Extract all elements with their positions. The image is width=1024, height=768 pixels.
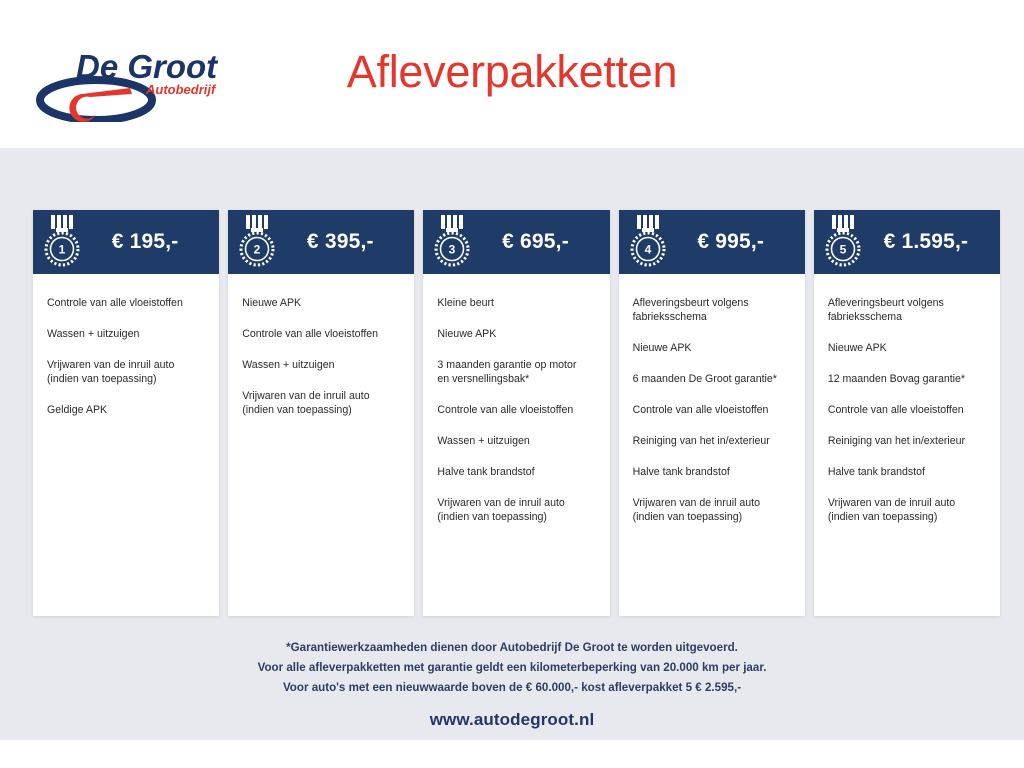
feature-item: Halve tank brandstof <box>827 466 925 478</box>
package-price-4: € 995,- <box>697 230 765 253</box>
package-header-2: 2 € 395,- <box>228 210 415 274</box>
medal-rank-1: 1 <box>59 243 66 257</box>
package-price-5: € 1.595,- <box>883 230 969 253</box>
footnote-line-3: Voor auto's met een nieuwwaarde boven de… <box>282 681 742 694</box>
footnote-line-1: *Garantiewerkzaamheden dienen door Autob… <box>286 641 738 654</box>
svg-text:Autobedrijf: Autobedrijf <box>145 82 217 97</box>
package-header-4: 4 € 995,- <box>618 210 805 274</box>
feature-item: Afleveringsbeurt volgens fabrieksschema <box>827 297 944 323</box>
medal-icon: 2 <box>238 213 276 269</box>
website-url[interactable]: www.autodegroot.nl <box>429 710 595 729</box>
medal-icon: 3 <box>433 213 471 269</box>
feature-item: Controle van alle vloeistoffen <box>242 328 379 340</box>
feature-item: 12 maanden Bovag garantie* <box>827 373 966 385</box>
footnote-line-2: Voor alle afleverpakketten met garantie … <box>257 661 767 674</box>
feature-item: Vrijwaren van de inruil auto (indien van… <box>437 497 565 523</box>
medal-rank-3: 3 <box>449 243 456 257</box>
feature-item: Vrijwaren van de inruil auto (indien van… <box>47 359 175 385</box>
feature-item: Kleine beurt <box>437 297 494 309</box>
package-card-4[interactable]: 4 € 995,- Afleveringsbeurt volgens fabri… <box>618 210 805 616</box>
medal-rank-4: 4 <box>644 243 651 257</box>
medal-icon: 5 <box>824 213 862 269</box>
package-card-5[interactable]: 5 € 1.595,- Afleveringsbeurt volgens fab… <box>813 210 1001 616</box>
feature-item: 6 maanden De Groot garantie* <box>632 373 777 385</box>
feature-item: Nieuwe APK <box>242 297 302 309</box>
package-card-2[interactable]: 2 € 395,- Nieuwe APK Controle van alle v… <box>228 210 415 616</box>
package-header-5: 5 € 1.595,- <box>813 210 1001 274</box>
package-card-1[interactable]: 1 € 195,- Controle van alle vloeistoffen… <box>33 210 220 616</box>
medal-rank-2: 2 <box>254 243 261 257</box>
de-groot-logo-icon: De Groot Autobedrijf <box>36 48 219 122</box>
package-header-3: 3 € 695,- <box>423 210 610 274</box>
feature-item: 3 maanden garantie op motor en versnelli… <box>437 359 577 385</box>
feature-item: Reiniging van het in/exterieur <box>632 435 770 447</box>
header-band: De Groot Autobedrijf Afleverpakketten <box>0 0 1024 148</box>
medal-rank-5: 5 <box>839 243 846 257</box>
package-features-5: Afleveringsbeurt volgens fabrieksschema … <box>814 274 1000 616</box>
feature-item: Nieuwe APK <box>632 342 692 354</box>
package-features-4: Afleveringsbeurt volgens fabrieksschema … <box>619 274 805 616</box>
feature-item: Halve tank brandstof <box>632 466 730 478</box>
svg-text:De Groot: De Groot <box>76 48 219 85</box>
package-card-3[interactable]: 3 € 695,- Kleine beurt Nieuwe APK 3 maan… <box>423 210 610 616</box>
feature-item: Nieuwe APK <box>437 328 497 340</box>
feature-item: Wassen + uitzuigen <box>47 328 140 340</box>
feature-item: Controle van alle vloeistoffen <box>47 297 183 309</box>
bottom-white-strip <box>0 740 1024 768</box>
feature-item: Vrijwaren van de inruil auto (indien van… <box>242 390 370 416</box>
feature-item: Controle van alle vloeistoffen <box>827 404 964 416</box>
package-features-3: Kleine beurt Nieuwe APK 3 maanden garant… <box>423 274 609 616</box>
package-features-1: Controle van alle vloeistoffen Wassen + … <box>33 274 219 616</box>
feature-item: Nieuwe APK <box>827 342 887 354</box>
package-features-2: Nieuwe APK Controle van alle vloeistoffe… <box>228 274 414 616</box>
feature-item: Wassen + uitzuigen <box>242 359 335 371</box>
feature-item: Geldige APK <box>47 404 108 416</box>
feature-item: Vrijwaren van de inruil auto (indien van… <box>632 497 760 523</box>
feature-item: Afleveringsbeurt volgens fabrieksschema <box>632 297 749 323</box>
page-title: Afleverpakketten <box>346 46 678 97</box>
company-logo: De Groot Autobedrijf <box>34 44 264 122</box>
medal-icon: 1 <box>43 213 81 269</box>
package-cards: 1 € 195,- Controle van alle vloeistoffen… <box>33 210 1001 616</box>
package-price-2: € 395,- <box>306 230 374 253</box>
package-price-1: € 195,- <box>111 230 179 253</box>
feature-item: Vrijwaren van de inruil auto (indien van… <box>827 497 956 523</box>
package-price-3: € 695,- <box>502 230 569 253</box>
feature-item: Controle van alle vloeistoffen <box>632 404 769 416</box>
feature-item: Halve tank brandstof <box>437 466 535 478</box>
feature-item: Reiniging van het in/exterieur <box>827 435 966 447</box>
package-header-1: 1 € 195,- <box>33 210 220 274</box>
feature-item: Wassen + uitzuigen <box>437 435 530 447</box>
feature-item: Controle van alle vloeistoffen <box>437 404 574 416</box>
footnotes: *Garantiewerkzaamheden dienen door Autob… <box>0 638 1024 698</box>
medal-icon: 4 <box>629 213 667 269</box>
